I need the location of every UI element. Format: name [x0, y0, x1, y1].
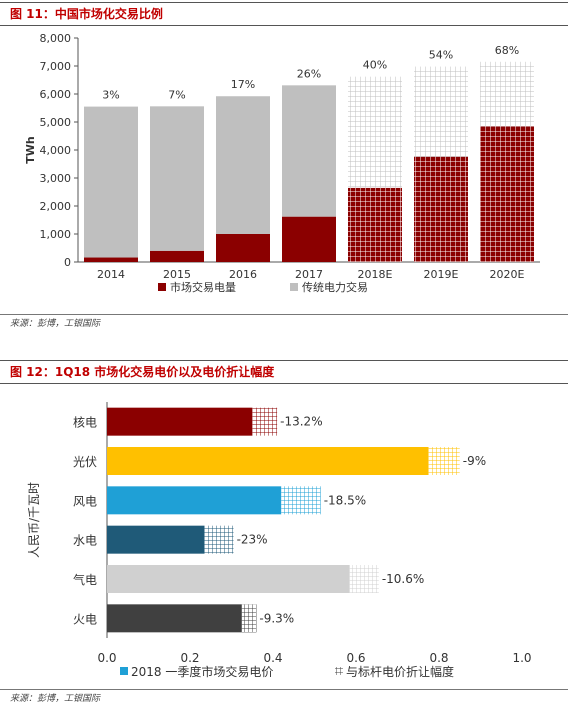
bar-market	[84, 257, 138, 262]
y-tick-label: 4,000	[40, 144, 72, 157]
source-divider-2	[0, 689, 568, 690]
x-tick-label: 0.2	[180, 651, 199, 665]
y-tick-label: 光伏	[73, 455, 97, 469]
y-tick-label: 6,000	[40, 88, 72, 101]
bar-traditional	[150, 106, 204, 251]
bar-market-price	[107, 407, 253, 436]
legend-label-market: 市场交易电量	[170, 280, 236, 294]
data-label-discount: -10.6%	[382, 572, 424, 586]
x-tick-label: 0.0	[97, 651, 116, 665]
data-label-pct: 54%	[429, 49, 453, 62]
bar-market-price	[107, 486, 282, 515]
x-tick-label: 2017	[295, 268, 323, 281]
bar-discount	[428, 447, 460, 475]
y-tick-label: 8,000	[40, 32, 72, 45]
figure-2-title: 图 12：1Q18 市场化交易电价以及电价折让幅度	[0, 360, 568, 384]
y-tick-label: 风电	[73, 494, 97, 508]
data-label-pct: 40%	[363, 59, 387, 72]
bar-market	[480, 126, 534, 262]
figure-1-source: 来源：彭博，工银国际	[10, 319, 101, 329]
data-label-pct: 7%	[168, 88, 185, 101]
data-label-discount: -18.5%	[324, 493, 366, 507]
legend-label-traditional: 传统电力交易	[302, 280, 368, 294]
x-tick-label: 2019E	[424, 268, 459, 281]
source-divider-1	[0, 314, 568, 315]
bar-discount	[241, 604, 257, 633]
chart-2: -13.2% 核电 -9% 光伏 -18.5% 风电 -23% 水电 -10.6% 气电 -9.3%…	[27, 402, 532, 679]
y-tick-label: 2,000	[40, 200, 72, 213]
y-tick-label: 火电	[73, 612, 97, 626]
y-tick-label: 气电	[73, 572, 97, 587]
legend-swatch-market	[158, 283, 166, 291]
bar-market	[414, 156, 468, 262]
chart-1: 0 1,000 2,000 3,000 4,000 5,000 6,000 7,000 8,00…	[24, 32, 540, 294]
x-tick-label: 1.0	[512, 651, 531, 665]
bar-traditional	[84, 106, 138, 258]
bar-discount	[349, 565, 379, 593]
figure-2-source: 来源：彭博，工银国际	[10, 694, 101, 704]
data-label-discount: -9%	[463, 454, 486, 468]
x-tick-label: 2015	[163, 268, 191, 281]
x-tick-label: 0.8	[429, 651, 448, 665]
bar-market	[348, 187, 402, 262]
x-tick-label: 2020E	[490, 268, 525, 281]
y-axis-label: TWh	[24, 136, 37, 163]
data-label-pct: 68%	[495, 44, 519, 57]
bar-market-price	[107, 604, 242, 633]
y-tick-label: 3,000	[40, 172, 72, 185]
x-tick-label: 2016	[229, 268, 257, 281]
bar-market	[282, 216, 336, 262]
data-label-discount: -9.3%	[259, 611, 294, 625]
x-tick-label: 2014	[97, 268, 125, 281]
bar-discount	[204, 525, 234, 554]
data-label-discount: -13.2%	[280, 415, 322, 429]
y-tick-label: 1,000	[40, 228, 72, 241]
data-label-pct: 26%	[297, 67, 321, 80]
bar-traditional	[216, 96, 270, 235]
legend-swatch-traditional	[290, 283, 298, 291]
y-tick-label: 水电	[73, 534, 97, 548]
bar-traditional	[282, 85, 336, 217]
x-tick-label: 0.4	[263, 651, 282, 665]
bar-traditional	[480, 61, 534, 127]
y-tick-label: 7,000	[40, 60, 72, 73]
bar-discount	[252, 407, 278, 436]
y-tick-label: 0	[64, 256, 71, 269]
data-label-pct: 17%	[231, 78, 255, 91]
y-tick-label: 5,000	[40, 116, 72, 129]
x-tick-label: 2018E	[358, 268, 393, 281]
bar-market	[216, 234, 270, 262]
bar-market-price	[107, 447, 429, 475]
figure-1-title: 图 11：中国市场化交易比例	[0, 2, 568, 26]
bar-traditional	[348, 76, 402, 188]
bar-market-price	[107, 565, 350, 593]
legend-swatch-discount	[335, 667, 343, 675]
bar-discount	[281, 486, 321, 515]
legend-swatch-price	[120, 667, 128, 675]
y-tick-label: 核电	[73, 416, 97, 430]
bar-market	[150, 250, 204, 262]
bar-market-price	[107, 525, 205, 554]
y-axis-label: 人民币/千瓦时	[27, 482, 41, 558]
legend-label-discount: 与标杆电价折让幅度	[346, 664, 454, 679]
data-label-pct: 3%	[102, 89, 119, 102]
data-label-discount: -23%	[237, 533, 268, 547]
x-tick-label: 0.6	[346, 651, 365, 665]
bar-traditional	[414, 66, 468, 157]
legend-label-price: 2018 一季度市场交易电价	[131, 664, 273, 679]
